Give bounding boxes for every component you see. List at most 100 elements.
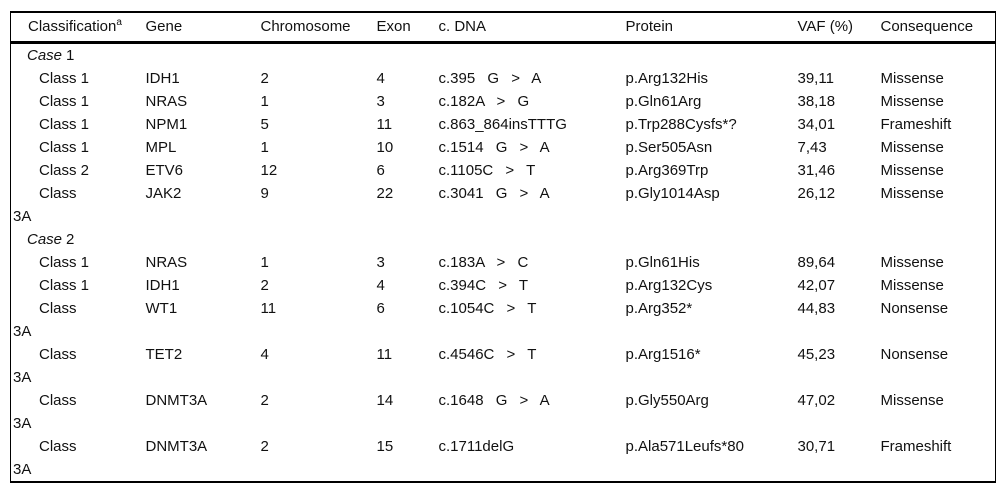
col-header-classification-label: Classification — [28, 18, 117, 35]
variant-row: Class 3A JAK2 9 22 c.3041 G > A p.Gly1014Asp 2… — [11, 182, 996, 228]
exon-cell: 15 — [376, 438, 394, 455]
col-header-gene: Gene — [145, 18, 183, 35]
consequence-cell: Missense — [880, 162, 944, 179]
classification-cell: Class 1 — [11, 67, 144, 90]
protein-cell: p.Gly550Arg — [625, 392, 709, 409]
vaf-cell: 38,18 — [797, 93, 836, 110]
chromosome-cell: 12 — [260, 162, 278, 179]
vaf-cell: 39,11 — [797, 70, 834, 87]
gene-cell: TET2 — [145, 346, 183, 363]
empty-cell — [879, 228, 996, 251]
empty-cell — [796, 43, 879, 68]
cdna-cell: c.4546C > T — [438, 346, 537, 363]
case-label: Case — [27, 47, 63, 64]
protein-cell: p.Ser505Asn — [625, 139, 713, 156]
case-number: 2 — [66, 231, 75, 248]
header-row: Classificationa Gene Chromosome Exon c. … — [10, 12, 996, 43]
consequence-cell: Missense — [880, 254, 944, 271]
consequence-cell: Missense — [880, 392, 944, 409]
case-section-row: Case 2 — [11, 228, 996, 251]
protein-cell: p.Arg369Trp — [625, 162, 709, 179]
consequence-cell: Nonsense — [880, 346, 949, 363]
protein-cell: p.Ala571Leufs*80 — [625, 438, 744, 455]
variant-row: Class 3A DNMT3A 2 14 c.1648 G > A p.Gly550Arg… — [11, 389, 996, 435]
col-header-vaf: VAF (%) — [797, 18, 854, 35]
case-label-cell: Case 2 — [11, 228, 144, 251]
empty-cell — [624, 228, 796, 251]
exon-cell: 10 — [376, 139, 394, 156]
chromosome-cell: 1 — [260, 139, 269, 156]
classification-cell: Class 1 — [11, 113, 144, 136]
classification-value: Class 1 — [39, 139, 90, 156]
cdna-cell: c.183A > C — [438, 254, 529, 271]
classification-cell: Class 1 — [11, 136, 144, 159]
vaf-cell: 30,71 — [797, 438, 836, 455]
chromosome-cell: 9 — [260, 185, 269, 202]
vaf-cell: 42,07 — [797, 277, 836, 294]
protein-cell: p.Gln61His — [625, 254, 700, 271]
vaf-cell: 89,64 — [797, 254, 836, 271]
classification-footnote-marker: a — [116, 17, 122, 28]
vaf-cell: 34,01 — [797, 116, 836, 133]
classification-value: Class 3A — [13, 300, 77, 340]
chromosome-cell: 2 — [260, 277, 269, 294]
gene-cell: MPL — [145, 139, 177, 156]
classification-value: Class 3A — [13, 346, 77, 386]
gene-cell: ETV6 — [145, 162, 184, 179]
cdna-cell: c.1648 G > A — [438, 392, 550, 409]
exon-cell: 6 — [376, 300, 385, 317]
gene-cell: DNMT3A — [145, 392, 208, 409]
variant-row: Class 1 MPL 1 10 c.1514 G > A p.Ser505Asn 7,43… — [11, 136, 996, 159]
gene-cell: DNMT3A — [145, 438, 208, 455]
vaf-cell: 7,43 — [797, 139, 827, 156]
vaf-cell: 45,23 — [797, 346, 836, 363]
exon-cell: 14 — [376, 392, 394, 409]
gene-cell: JAK2 — [145, 185, 182, 202]
classification-value: Class 1 — [39, 254, 90, 271]
protein-cell: p.Arg132Cys — [625, 277, 713, 294]
cdna-cell: c.1054C > T — [438, 300, 537, 317]
protein-cell: p.Arg1516* — [625, 346, 701, 363]
empty-cell — [259, 43, 375, 68]
variant-row: Class 1 NPM1 5 11 c.863_864insTTTG p.Trp288Cy… — [11, 113, 996, 136]
variant-row: Class 1 IDH1 2 4 c.395 G > A p.Arg132His 39,11… — [11, 67, 996, 90]
exon-cell: 11 — [376, 346, 393, 363]
exon-cell: 11 — [376, 116, 393, 133]
variant-row: Class 3A TET2 4 11 c.4546C > T p.Arg1516* 45,2… — [11, 343, 996, 389]
classification-value: Class 2 — [39, 162, 90, 179]
chromosome-cell: 2 — [260, 70, 269, 87]
variant-row: Class 3A DNMT3A 2 15 c.1711delG p.Ala571Leufs… — [11, 435, 996, 482]
cdna-cell: c.3041 G > A — [438, 185, 550, 202]
gene-cell: IDH1 — [145, 277, 180, 294]
empty-cell — [375, 228, 437, 251]
case-label-cell: Case 1 — [11, 43, 144, 68]
chromosome-cell: 11 — [260, 300, 277, 317]
cdna-cell: c.1514 G > A — [438, 139, 550, 156]
exon-cell: 6 — [376, 162, 385, 179]
col-header-classification: Classificationa — [11, 12, 144, 43]
cdna-cell: c.1105C > T — [438, 162, 536, 179]
gene-cell: NPM1 — [145, 116, 188, 133]
variant-row: Class 1 NRAS 1 3 c.183A > C p.Gln61His 89,64 Mi… — [11, 251, 996, 274]
empty-cell — [375, 43, 437, 68]
protein-cell: p.Trp288Cysfs*? — [625, 116, 737, 133]
case-number: 1 — [66, 47, 75, 64]
exon-cell: 4 — [376, 70, 385, 87]
col-header-protein: Protein — [625, 18, 674, 35]
classification-cell: Class 3A — [11, 297, 144, 343]
classification-value: Class 3A — [13, 185, 77, 225]
cdna-cell: c.395 G > A — [438, 70, 542, 87]
consequence-cell: Frameshift — [880, 438, 952, 455]
chromosome-cell: 1 — [260, 93, 269, 110]
vaf-cell: 26,12 — [797, 185, 836, 202]
vaf-cell: 47,02 — [797, 392, 836, 409]
consequence-cell: Missense — [880, 185, 944, 202]
empty-cell — [259, 228, 375, 251]
classification-cell: Class 1 — [11, 90, 144, 113]
classification-cell: Class 1 — [11, 251, 144, 274]
protein-cell: p.Arg352* — [625, 300, 693, 317]
classification-value: Class 3A — [13, 392, 77, 432]
exon-cell: 4 — [376, 277, 385, 294]
consequence-cell: Missense — [880, 139, 944, 156]
